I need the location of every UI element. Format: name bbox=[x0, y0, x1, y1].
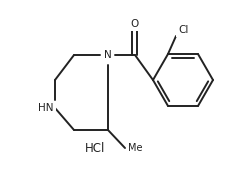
Text: Me: Me bbox=[128, 143, 142, 153]
Text: O: O bbox=[130, 19, 139, 29]
Text: Cl: Cl bbox=[177, 25, 188, 35]
Text: HN: HN bbox=[38, 103, 54, 113]
Text: N: N bbox=[104, 50, 111, 60]
Text: HCl: HCl bbox=[85, 142, 105, 154]
